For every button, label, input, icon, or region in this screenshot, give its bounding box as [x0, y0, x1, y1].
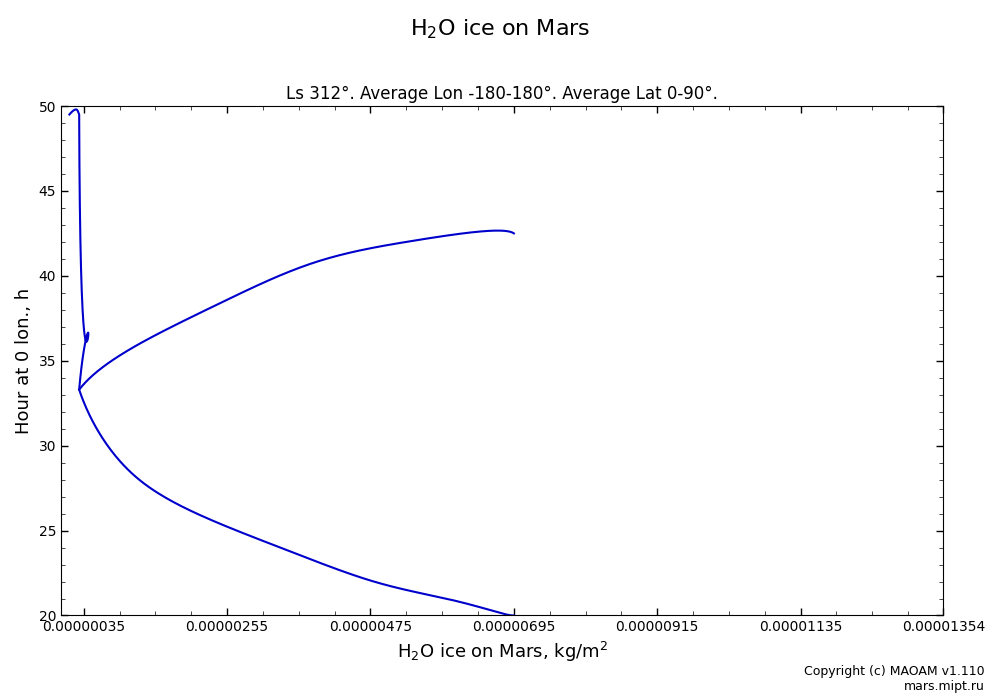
Title: Ls 312°. Average Lon -180-180°. Average Lat 0-90°.: Ls 312°. Average Lon -180-180°. Average …: [286, 85, 718, 103]
Y-axis label: Hour at 0 lon., h: Hour at 0 lon., h: [15, 288, 33, 434]
X-axis label: H$_2$O ice on Mars, kg/m$^2$: H$_2$O ice on Mars, kg/m$^2$: [397, 640, 608, 664]
Text: H$_2$O ice on Mars: H$_2$O ice on Mars: [410, 18, 590, 41]
Text: Copyright (c) MAOAM v1.110
mars.mipt.ru: Copyright (c) MAOAM v1.110 mars.mipt.ru: [804, 665, 985, 693]
